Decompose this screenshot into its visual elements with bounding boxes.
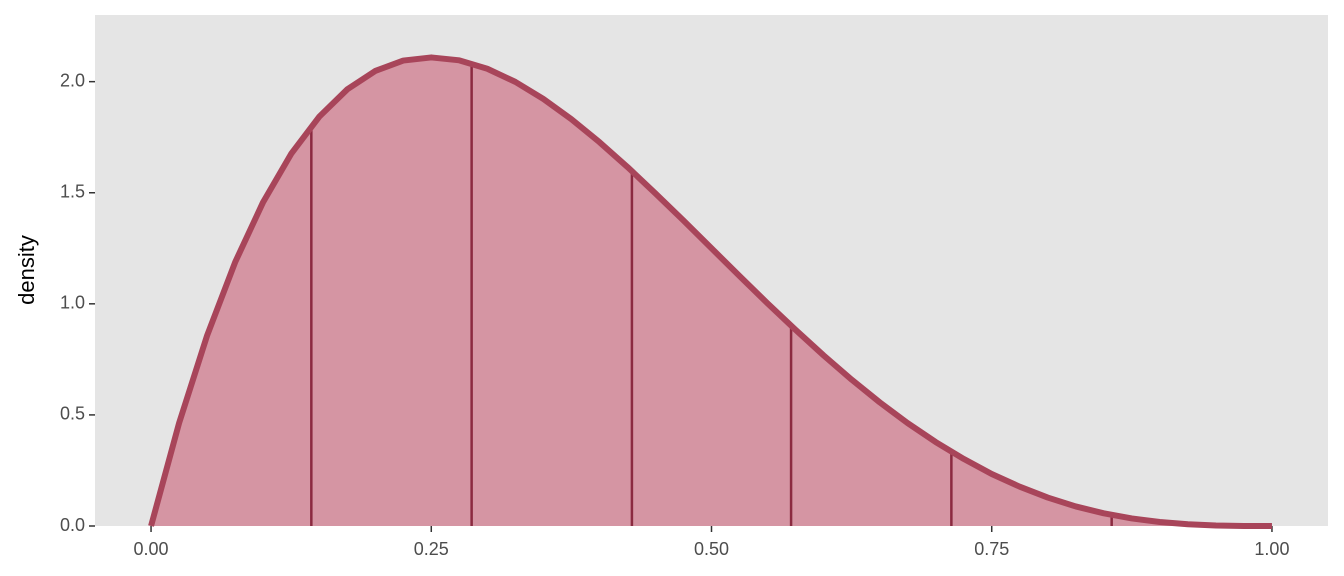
y-tick-label: 1.0: [60, 293, 85, 313]
x-tick-label: 0.75: [974, 539, 1009, 559]
y-tick-label: 0.5: [60, 404, 85, 424]
y-tick-label: 0.0: [60, 515, 85, 535]
y-tick-label: 1.5: [60, 181, 85, 201]
y-axis-label: density: [14, 235, 39, 305]
x-tick-label: 0.25: [414, 539, 449, 559]
x-tick-label: 0.50: [694, 539, 729, 559]
x-tick-label: 0.00: [134, 539, 169, 559]
density-line: [148, 54, 1272, 529]
area-fill: [151, 57, 1272, 527]
x-tick-label: 1.00: [1254, 539, 1289, 559]
y-tick-label: 2.0: [60, 70, 85, 90]
